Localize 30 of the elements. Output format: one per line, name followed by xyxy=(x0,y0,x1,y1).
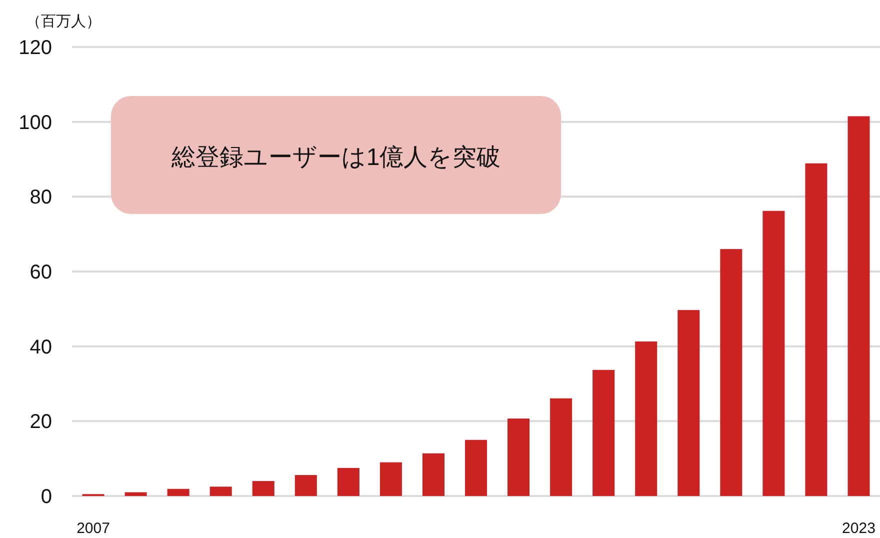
bar xyxy=(635,341,658,496)
y-tick-label: 20 xyxy=(30,411,52,434)
bar xyxy=(592,370,615,496)
bar xyxy=(762,210,785,496)
y-tick-label: 120 xyxy=(18,37,52,59)
bar xyxy=(337,468,360,496)
y-tick-label: 100 xyxy=(18,112,52,134)
bar xyxy=(380,462,402,496)
bar xyxy=(848,116,870,496)
bar xyxy=(210,486,232,496)
y-tick-label: 60 xyxy=(30,262,52,284)
bar xyxy=(294,475,317,496)
bar xyxy=(124,492,147,496)
bar xyxy=(720,249,742,496)
y-tick-label: 80 xyxy=(30,186,52,209)
bar xyxy=(678,310,700,496)
annotation: 総登録ユーザーは1億人を突破 xyxy=(170,144,501,171)
bar xyxy=(167,488,190,496)
bar xyxy=(252,481,274,496)
bar xyxy=(422,453,444,496)
y-tick-label: 40 xyxy=(30,336,52,358)
bar xyxy=(805,163,828,496)
bar xyxy=(508,418,530,496)
bar xyxy=(550,398,572,496)
y-axis-title: （百万人） xyxy=(26,13,101,30)
x-tick-label: 2007 xyxy=(76,520,110,537)
x-tick-label: 2023 xyxy=(842,520,876,537)
y-tick-label: 0 xyxy=(40,486,52,508)
bar xyxy=(465,440,487,496)
annotation: 総登録ユーザーは1億人を突破 xyxy=(111,96,561,214)
